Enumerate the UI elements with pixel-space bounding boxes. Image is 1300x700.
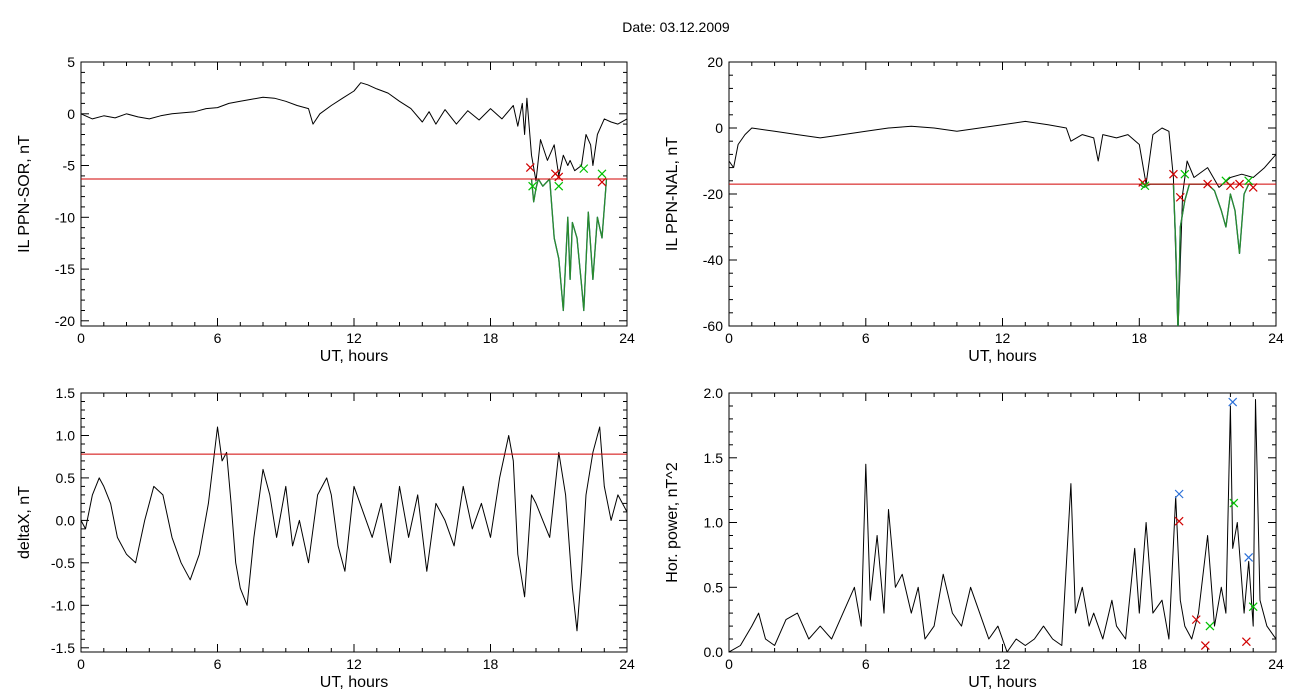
event-marker: [1174, 516, 1184, 526]
plot-frame: [728, 392, 1277, 653]
event-marker: [1169, 169, 1178, 179]
event-marker: [1229, 498, 1239, 508]
event-marker: [1241, 637, 1251, 647]
y-tick-label: -0.5: [51, 555, 75, 571]
event-marker: [1140, 181, 1150, 191]
y-tick-label: -60: [703, 318, 723, 334]
event-marker: [528, 181, 538, 191]
event-marker: [1174, 489, 1184, 499]
event-marker: [597, 177, 607, 187]
panel-nal: 0 6 12 18 24 20 0 -20 -40 -60 UT, hours IL PPN-NAL,…: [664, 54, 1284, 365]
event-marker: [1180, 169, 1190, 179]
x-axis-title: UT, hours: [968, 674, 1036, 691]
x-axis-title: UT, hours: [320, 348, 388, 365]
series-line-0: [729, 399, 1276, 652]
x-tick-label: 12: [346, 330, 362, 346]
x-tick-label: 12: [995, 330, 1011, 346]
x-tick-label: 0: [725, 330, 733, 346]
panel-power: 0 6 12 18 24 2.0 1.5 1.0 0.5 0.0 UT, hours Hor. pow…: [664, 385, 1284, 691]
event-marker: [1244, 553, 1254, 562]
y-axis-title: Hor. power, nT^2: [664, 462, 681, 583]
y-tick-label: 1.0: [704, 515, 724, 531]
plot-area: [81, 426, 627, 632]
y-tick-label: 0.0: [704, 644, 724, 660]
y-tick-label: 20: [707, 54, 723, 70]
event-marker: [1200, 641, 1210, 650]
x-tick-label: 24: [1268, 330, 1284, 346]
event-marker: [1191, 615, 1201, 625]
series-line-0: [81, 82, 627, 182]
x-tick-label: 0: [725, 656, 733, 672]
plot-area: [729, 397, 1276, 652]
x-tick-label: 24: [1268, 656, 1284, 672]
y-tick-label: -20: [703, 186, 723, 202]
y-tick-label: -1.0: [51, 597, 75, 613]
x-tick-label: 12: [995, 656, 1011, 672]
event-marker: [579, 164, 589, 174]
event-marker: [554, 172, 564, 182]
y-tick-label: 1.5: [704, 450, 724, 466]
x-tick-label: 12: [346, 656, 362, 672]
y-tick-label: -1.5: [51, 640, 75, 656]
event-marker: [1205, 621, 1215, 631]
event-marker: [1225, 181, 1235, 191]
event-marker: [1203, 179, 1213, 189]
x-tick-label: 24: [619, 656, 635, 672]
plot-frame: [80, 392, 628, 653]
event-marker: [1248, 602, 1258, 612]
y-tick-label: 0.0: [56, 512, 76, 528]
y-tick-label: -20: [55, 313, 75, 329]
x-tick-label: 18: [1132, 330, 1148, 346]
plot-frame: [80, 61, 628, 327]
x-axis-title: UT, hours: [320, 674, 388, 691]
plot-area: [81, 82, 627, 312]
x-tick-label: 6: [214, 656, 222, 672]
x-tick-label: 6: [862, 330, 870, 346]
event-marker: [1228, 397, 1238, 407]
event-marker: [1235, 179, 1244, 189]
x-tick-label: 24: [619, 330, 635, 346]
x-axis-title: UT, hours: [968, 348, 1036, 365]
x-tick-label: 0: [77, 656, 85, 672]
y-tick-label: 0: [67, 106, 75, 122]
series-line-2: [1138, 183, 1254, 326]
y-axis-title: deltaX, nT: [16, 486, 33, 559]
y-tick-label: -10: [55, 209, 75, 225]
y-tick-label: 0.5: [704, 579, 724, 595]
x-tick-label: 18: [483, 656, 499, 672]
y-tick-label: 1.5: [56, 385, 76, 401]
y-axis-title: IL PPN-NAL, nT: [664, 137, 681, 251]
x-tick-label: 6: [862, 656, 870, 672]
event-marker: [1248, 182, 1258, 192]
series-line-2: [530, 178, 608, 312]
series-line-1: [1138, 183, 1254, 326]
y-tick-label: -5: [63, 158, 76, 174]
panel-sor: 0 6 12 18 24 5 0 -5 -10 -15 -20 UT, hours IL PPN-SOR…: [16, 54, 635, 365]
series-line-0: [81, 426, 627, 632]
x-tick-label: 0: [77, 330, 85, 346]
x-tick-label: 18: [483, 330, 499, 346]
y-tick-label: -15: [55, 261, 75, 277]
series-line-0: [729, 120, 1276, 326]
plot-frame: [728, 61, 1277, 327]
y-tick-label: 0.5: [56, 470, 76, 486]
event-marker: [1244, 176, 1254, 186]
page-title: Date: 03.12.2009: [622, 19, 730, 35]
y-tick-label: 5: [67, 54, 75, 70]
x-tick-label: 6: [214, 330, 222, 346]
y-axis-title: IL PPN-SOR, nT: [16, 135, 33, 253]
y-tick-label: 0: [715, 120, 723, 136]
event-marker: [1175, 192, 1185, 202]
y-tick-label: 2.0: [704, 385, 724, 401]
event-marker: [525, 163, 535, 173]
event-marker: [597, 169, 607, 179]
plot-area: [729, 120, 1276, 326]
y-tick-label: 1.0: [56, 428, 76, 444]
panel-deltax: 0 6 12 18 24 1.5 1.0 0.5 0.0 -0.5 -1.0 -1.5 UT, hour…: [16, 385, 635, 691]
event-marker: [554, 181, 564, 191]
y-tick-label: -40: [703, 252, 723, 268]
x-tick-label: 18: [1132, 656, 1148, 672]
